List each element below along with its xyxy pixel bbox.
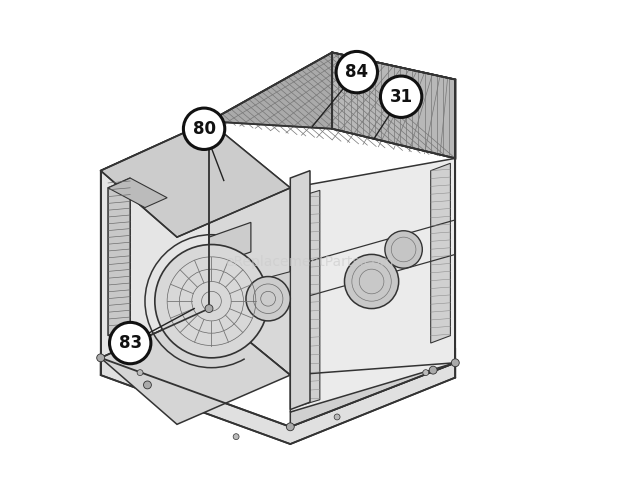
- Polygon shape: [100, 358, 455, 444]
- Circle shape: [97, 354, 105, 362]
- Circle shape: [385, 231, 422, 268]
- Circle shape: [451, 359, 459, 367]
- Text: eReplacementParts.com: eReplacementParts.com: [226, 255, 394, 269]
- Circle shape: [205, 305, 213, 313]
- Polygon shape: [295, 190, 320, 407]
- Polygon shape: [100, 122, 209, 358]
- Text: 80: 80: [193, 120, 216, 138]
- Polygon shape: [100, 309, 290, 424]
- Circle shape: [143, 381, 151, 389]
- Polygon shape: [290, 159, 455, 412]
- Circle shape: [233, 434, 239, 440]
- Polygon shape: [108, 178, 167, 207]
- Text: 83: 83: [118, 334, 142, 352]
- Circle shape: [423, 370, 428, 375]
- Circle shape: [334, 414, 340, 420]
- Circle shape: [137, 370, 143, 375]
- Circle shape: [110, 323, 151, 364]
- Circle shape: [184, 108, 225, 150]
- Text: 31: 31: [389, 88, 413, 106]
- Polygon shape: [100, 122, 290, 237]
- Circle shape: [336, 51, 378, 93]
- Polygon shape: [290, 170, 310, 410]
- Circle shape: [429, 366, 437, 374]
- Polygon shape: [108, 178, 130, 335]
- Polygon shape: [431, 163, 450, 343]
- Polygon shape: [290, 348, 455, 427]
- Circle shape: [246, 277, 290, 321]
- Polygon shape: [209, 52, 455, 159]
- Polygon shape: [209, 222, 251, 267]
- Circle shape: [345, 254, 399, 309]
- Polygon shape: [209, 122, 290, 375]
- Text: 84: 84: [345, 63, 368, 81]
- Polygon shape: [332, 52, 455, 159]
- Circle shape: [286, 423, 294, 431]
- Polygon shape: [254, 272, 290, 316]
- Circle shape: [155, 245, 268, 358]
- Circle shape: [381, 76, 422, 118]
